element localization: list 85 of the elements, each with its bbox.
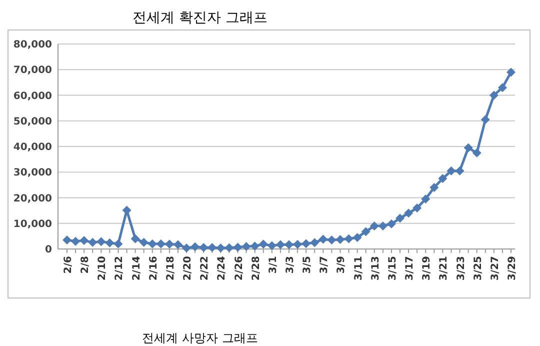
- point: [455, 166, 464, 176]
- x-tick-label: 2/8: [80, 256, 92, 274]
- point: [480, 115, 490, 124]
- point: [318, 234, 328, 244]
- point: [361, 227, 370, 236]
- point: [370, 221, 379, 230]
- point: [438, 174, 448, 184]
- x-tick-label: 3/11: [353, 256, 364, 281]
- x-tick-label: 2/24: [216, 256, 228, 281]
- point: [310, 238, 320, 248]
- point: [327, 236, 336, 245]
- x-tick-label: 3/5: [302, 256, 314, 274]
- x-tick-label: 3/9: [336, 256, 348, 274]
- x-tick-label: 2/28: [250, 256, 262, 281]
- point: [62, 236, 72, 245]
- chart-title: 전세계 확진자 그래프: [132, 10, 268, 26]
- point: [258, 240, 268, 249]
- x-tick-label: 2/16: [148, 256, 160, 281]
- x-tick-label: 2/18: [165, 256, 176, 281]
- point: [344, 234, 354, 244]
- x-tick-label: 2/6: [63, 256, 74, 274]
- x-tick-label: 3/19: [422, 256, 433, 281]
- point: [464, 143, 473, 152]
- x-tick-label: 2/20: [182, 256, 194, 281]
- y-tick-label: 80,000: [13, 40, 52, 50]
- point: [182, 243, 192, 252]
- point: [250, 242, 260, 251]
- point: [174, 240, 182, 250]
- point: [430, 183, 439, 192]
- x-tick-label: 3/3: [285, 256, 296, 274]
- x-tick-label: 3/1: [268, 256, 279, 274]
- point: [276, 240, 285, 250]
- point: [208, 242, 217, 252]
- x-tick-label: 3/17: [404, 256, 416, 281]
- point: [506, 68, 516, 77]
- point: [139, 238, 148, 247]
- x-tick-label: 3/29: [507, 256, 518, 281]
- point: [293, 240, 302, 249]
- y-tick-label: 50,000: [13, 116, 52, 128]
- y-tick-label: 70,000: [13, 65, 52, 76]
- point: [114, 239, 123, 248]
- text: 전세계 사망자 그래프: [142, 331, 258, 345]
- point: [267, 241, 276, 250]
- point: [489, 90, 498, 100]
- x-tick-label: 3/15: [387, 256, 398, 281]
- x-tick-label: 3/23: [456, 256, 467, 281]
- point: [498, 83, 507, 92]
- point: [472, 148, 482, 158]
- point: [396, 214, 404, 223]
- y-tick-label: 30,000: [13, 168, 52, 179]
- x-tick-label: 3/21: [438, 256, 450, 281]
- point: [71, 236, 80, 246]
- point: [404, 208, 414, 218]
- y-tick-label: 20,000: [13, 193, 52, 204]
- x-tick-label: 2/12: [114, 256, 126, 281]
- point: [130, 234, 140, 244]
- y-tick-label: 60,000: [13, 90, 52, 102]
- point: [242, 242, 251, 251]
- point: [302, 239, 311, 248]
- point: [412, 204, 422, 212]
- point: [421, 194, 430, 204]
- point: [386, 219, 396, 228]
- point: [284, 240, 294, 250]
- x-tick-label: 2/10: [97, 256, 108, 281]
- point: [233, 242, 242, 252]
- point: [446, 166, 456, 176]
- x-tick-label: 2/26: [234, 256, 245, 281]
- y-tick-label: 10,000: [13, 218, 52, 230]
- y-tick-label: 0: [45, 244, 52, 256]
- x-tick-label: 2/14: [131, 256, 142, 281]
- x-tick-label: 2/22: [200, 256, 211, 281]
- point: [148, 239, 157, 248]
- point: [96, 237, 106, 246]
- x-tick-label: 3/7: [319, 256, 330, 274]
- x-tick-label: 3/27: [490, 256, 501, 281]
- y-tick-label: 40,000: [13, 142, 52, 153]
- point: [336, 235, 345, 244]
- point: [190, 242, 200, 252]
- point: [80, 236, 89, 246]
- x-tick-label: 3/25: [472, 256, 484, 281]
- x-tick-label: 3/13: [370, 256, 382, 281]
- point: [105, 238, 114, 248]
- point: [224, 243, 234, 252]
- point: [88, 238, 98, 247]
- point: [352, 232, 362, 242]
